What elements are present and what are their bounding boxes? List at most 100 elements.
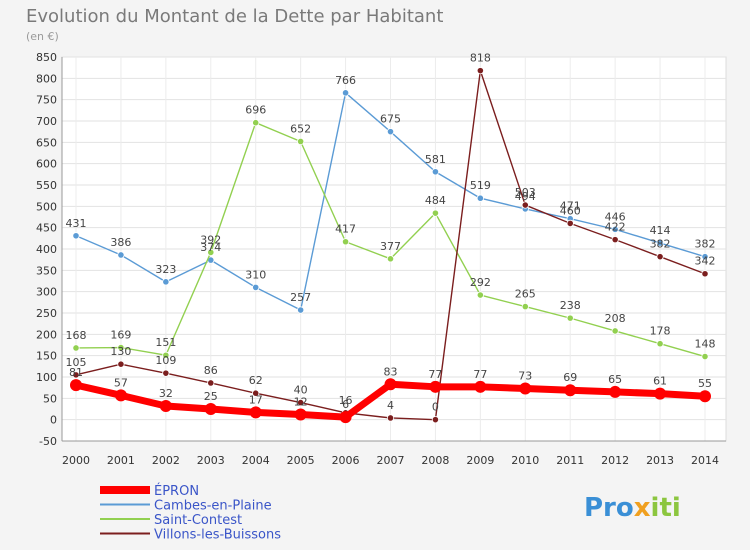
y-tick-label: 250 xyxy=(36,307,57,320)
data-label: 62 xyxy=(249,374,263,387)
y-tick-label: 700 xyxy=(36,115,57,128)
data-label: 581 xyxy=(425,153,446,166)
data-label: 6 xyxy=(342,398,349,411)
data-point xyxy=(519,382,532,395)
data-point xyxy=(117,251,125,259)
data-label: 414 xyxy=(650,224,671,237)
data-point xyxy=(117,360,125,368)
data-label: 818 xyxy=(470,52,491,65)
data-label: 238 xyxy=(560,299,581,312)
data-point xyxy=(384,378,397,391)
brand-part-3: iti xyxy=(651,493,681,523)
chart-subtitle: (en €) xyxy=(26,30,59,43)
data-label: 69 xyxy=(563,371,577,384)
data-label: 471 xyxy=(560,200,581,213)
y-tick-label: -50 xyxy=(39,435,57,448)
data-point xyxy=(72,371,80,379)
axes: -500501001502002503003504004505005506006… xyxy=(36,51,726,467)
data-label: 25 xyxy=(204,390,218,403)
data-point xyxy=(252,283,260,291)
data-point xyxy=(117,343,125,352)
data-point xyxy=(204,403,217,415)
data-label: 519 xyxy=(470,179,491,192)
data-point xyxy=(386,128,395,136)
legend: ÉPRONCambes-en-PlaineSaint-ContestVillon… xyxy=(100,483,281,543)
data-point xyxy=(294,408,307,421)
data-label: 652 xyxy=(290,122,311,135)
x-tick-label: 2000 xyxy=(62,454,90,467)
data-label: 766 xyxy=(335,74,356,87)
data-point xyxy=(159,400,172,413)
x-tick-label: 2006 xyxy=(332,454,360,467)
y-tick-label: 450 xyxy=(36,222,57,235)
data-point xyxy=(339,411,352,424)
data-point xyxy=(611,327,619,335)
data-label: 382 xyxy=(650,238,671,251)
brand-logo: Proxiti xyxy=(584,493,681,523)
data-point xyxy=(566,314,574,322)
y-tick-label: 550 xyxy=(36,179,57,192)
data-label: 130 xyxy=(110,345,131,358)
data-label: 257 xyxy=(290,291,311,304)
data-label: 169 xyxy=(110,329,131,342)
data-label: 32 xyxy=(159,387,173,400)
y-tick-label: 750 xyxy=(36,94,57,107)
data-point xyxy=(701,270,709,278)
data-point xyxy=(476,291,484,299)
series-group xyxy=(70,67,711,424)
y-tick-label: 200 xyxy=(36,328,57,341)
data-label: 4 xyxy=(387,399,394,412)
x-tick-label: 2004 xyxy=(242,454,270,467)
data-label: 148 xyxy=(695,338,716,351)
data-label: 17 xyxy=(249,393,263,406)
data-point xyxy=(249,406,262,419)
data-point xyxy=(297,306,305,314)
data-point xyxy=(114,389,127,402)
data-label: 377 xyxy=(380,240,401,253)
data-point xyxy=(429,380,442,393)
data-label: 431 xyxy=(66,217,87,230)
data-point xyxy=(297,137,305,146)
data-point xyxy=(566,219,574,227)
data-point xyxy=(207,379,215,387)
data-label: 55 xyxy=(698,377,712,390)
data-label: 292 xyxy=(470,276,491,289)
data-point xyxy=(72,232,80,240)
data-point xyxy=(70,379,82,392)
data-point xyxy=(656,340,664,348)
data-point xyxy=(701,352,709,361)
data-point xyxy=(431,209,440,217)
data-label: 151 xyxy=(155,336,176,349)
data-label: 73 xyxy=(518,370,532,383)
y-tick-label: 50 xyxy=(43,392,57,405)
x-tick-label: 2005 xyxy=(287,454,315,467)
x-tick-label: 2001 xyxy=(107,454,135,467)
data-point xyxy=(476,194,484,202)
data-point xyxy=(162,278,170,286)
data-label: 503 xyxy=(515,186,536,199)
y-tick-label: 400 xyxy=(36,243,57,256)
data-point xyxy=(386,255,395,263)
y-tick-label: 650 xyxy=(36,136,57,149)
data-point xyxy=(474,380,487,393)
data-label: 310 xyxy=(245,268,266,281)
data-label: 494 xyxy=(515,190,536,203)
x-tick-label: 2013 xyxy=(646,454,674,467)
y-tick-label: 150 xyxy=(36,350,57,363)
data-point xyxy=(252,389,260,397)
x-tick-label: 2003 xyxy=(197,454,225,467)
data-point xyxy=(611,236,619,244)
data-label: 342 xyxy=(695,255,716,268)
data-label: 40 xyxy=(294,384,308,397)
data-label: 265 xyxy=(515,288,536,301)
data-label: 446 xyxy=(605,210,626,223)
data-point xyxy=(162,351,170,359)
data-label: 105 xyxy=(66,356,87,369)
data-label: 81 xyxy=(69,366,83,379)
data-point xyxy=(656,253,664,261)
data-label: 61 xyxy=(653,375,667,388)
data-label: 168 xyxy=(66,329,87,342)
x-tick-label: 2010 xyxy=(511,454,539,467)
data-label: 484 xyxy=(425,194,446,207)
